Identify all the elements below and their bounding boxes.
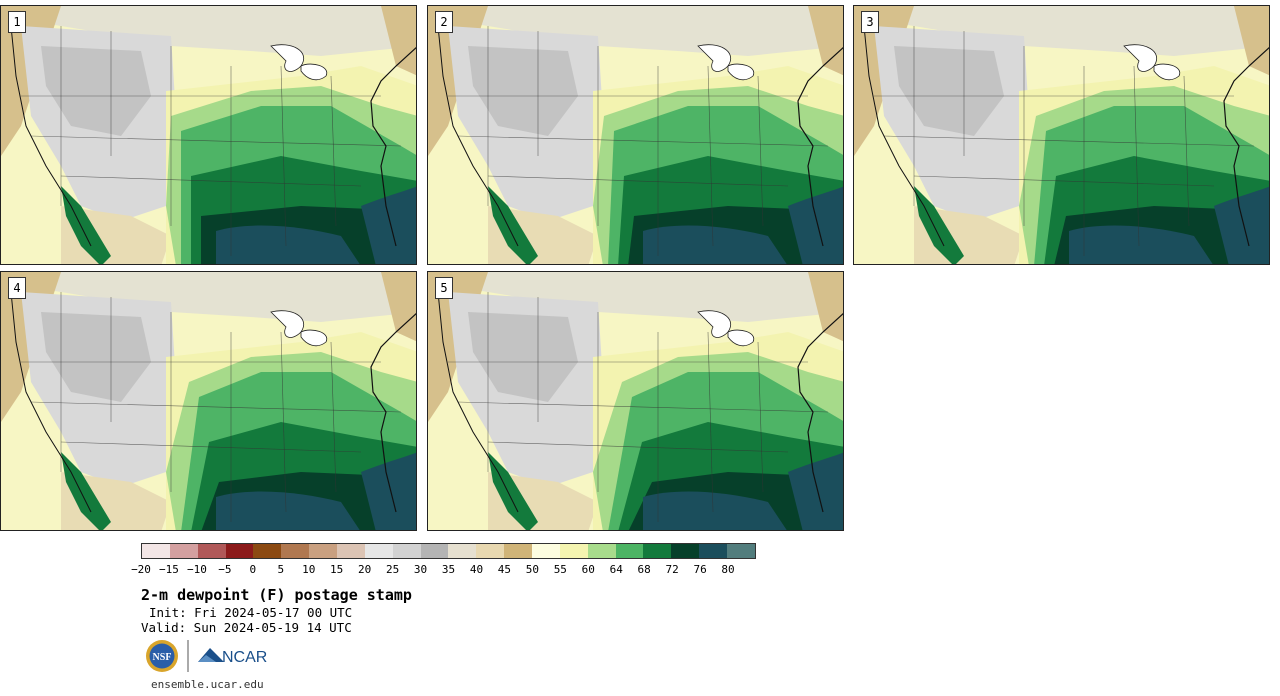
nsf-logo-icon: NSF — [146, 640, 178, 672]
colorbar-tick-label: −10 — [186, 563, 207, 576]
postage-stamp-panel-5: 5 — [427, 271, 844, 531]
colorbar-tick-label: 80 — [721, 563, 735, 576]
chart-title: 2-m dewpoint (F) postage stamp — [141, 586, 412, 604]
colorbar-tick-label: 0 — [249, 563, 257, 576]
init-time: Init: Fri 2024-05-17 00 UTC — [149, 605, 353, 620]
nsf-logo-text: NSF — [153, 652, 172, 663]
colorbar-tick-label: 35 — [441, 563, 456, 576]
ncar-logo-icon: NCAR — [198, 648, 267, 666]
member-label-4: 4 — [8, 277, 26, 299]
colorbar-cell — [142, 544, 170, 558]
colorbar-tick-label: 45 — [497, 563, 512, 576]
colorbar-cell — [476, 544, 505, 558]
colorbar-cell — [643, 544, 672, 558]
colorbar-tick-label: 72 — [665, 563, 679, 576]
colorbar-cell — [392, 544, 421, 558]
colorbar-tick-label: 76 — [693, 563, 707, 576]
colorbar-tick-label: −5 — [218, 563, 232, 576]
colorbar-cell — [169, 544, 198, 558]
colorbar-tick-label: 50 — [525, 563, 539, 576]
postage-stamp-panel-3: 3 — [853, 5, 1270, 265]
colorbar-cell — [727, 544, 755, 558]
website-url: ensemble.ucar.edu — [151, 678, 264, 691]
colorbar-tick-label: 60 — [581, 563, 595, 576]
colorbar-cell — [225, 544, 254, 558]
postage-stamp-panel-2: 2 — [427, 5, 844, 265]
postage-stamp-panel-4: 4 — [0, 271, 417, 531]
colorbar — [141, 543, 756, 559]
colorbar-ticks: −20 −15 −10 −5 0 5 10 15 20 25 30 35 40 45 50 55 60 64 68 7… — [0, 563, 1280, 577]
colorbar-tick-label: 15 — [330, 563, 344, 576]
colorbar-cell — [337, 544, 365, 558]
colorbar-cell — [448, 544, 477, 558]
dewpoint-map-1 — [1, 6, 416, 264]
colorbar-tick-label: −20 — [131, 563, 151, 576]
colorbar-tick-label: 5 — [277, 563, 285, 576]
logos: NSF NCAR — [146, 640, 267, 672]
colorbar-cell — [587, 544, 616, 558]
dewpoint-map-3 — [854, 6, 1269, 264]
member-label-1: 1 — [8, 11, 26, 33]
colorbar-cell — [615, 544, 644, 558]
colorbar-cell — [504, 544, 533, 558]
colorbar-tick-label: −15 — [159, 563, 179, 576]
colorbar-tick-label: 64 — [609, 563, 623, 576]
colorbar-cell — [364, 544, 393, 558]
member-label-5: 5 — [435, 277, 453, 299]
colorbar-cell — [197, 544, 226, 558]
colorbar-cell — [559, 544, 588, 558]
colorbar-cell — [699, 544, 728, 558]
colorbar-tick-label: 30 — [413, 563, 428, 576]
valid-time: Valid: Sun 2024-05-19 14 UTC — [141, 620, 352, 635]
colorbar-tick-label: 68 — [637, 563, 651, 576]
ncar-logo-text: NCAR — [222, 649, 267, 666]
postage-stamp-panel-1: 1 — [0, 5, 417, 265]
member-label-2: 2 — [435, 11, 453, 33]
colorbar-cell — [253, 544, 282, 558]
colorbar-tick-label: 10 — [302, 563, 316, 576]
dewpoint-map-2 — [428, 6, 843, 264]
colorbar-cell — [671, 544, 700, 558]
colorbar-cell — [281, 544, 310, 558]
dewpoint-map-5 — [428, 272, 843, 530]
colorbar-cell — [309, 544, 338, 558]
member-label-3: 3 — [861, 11, 879, 33]
colorbar-tick-label: 40 — [469, 563, 484, 576]
colorbar-cell — [532, 544, 560, 558]
colorbar-tick-label: 55 — [553, 563, 567, 576]
colorbar-cell — [420, 544, 449, 558]
dewpoint-map-4 — [1, 272, 416, 530]
colorbar-tick-label: 20 — [358, 563, 372, 576]
colorbar-tick-label: 25 — [385, 563, 400, 576]
